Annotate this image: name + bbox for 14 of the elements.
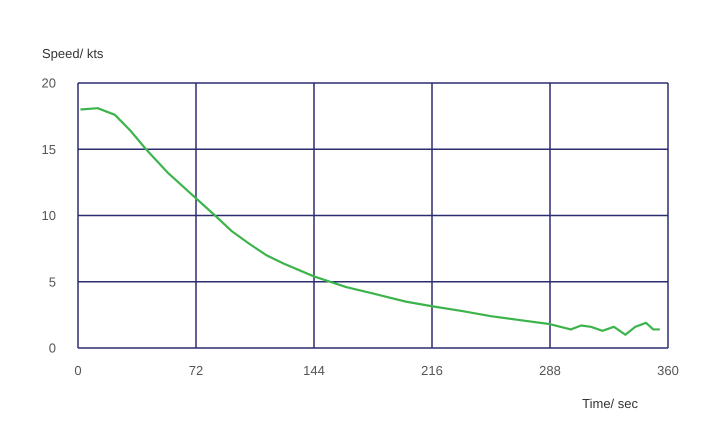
x-tick-label: 72 <box>188 363 204 378</box>
x-tick-label: 288 <box>539 363 561 378</box>
y-tick-label: 20 <box>42 76 56 91</box>
line-series <box>79 107 661 336</box>
x-axis-title: Time/ sec <box>582 396 638 411</box>
x-tick-label: 0 <box>74 363 82 378</box>
y-tick-label: 10 <box>42 208 56 224</box>
x-tick-label: 216 <box>421 363 443 378</box>
x-tick-label: 144 <box>303 363 325 378</box>
y-axis-title: Speed/ kts <box>42 46 104 61</box>
y-tick-label: 0 <box>48 340 56 356</box>
y-tick-label: 15 <box>42 142 56 157</box>
x-tick-label: 360 <box>657 363 679 378</box>
y-tick-label: 5 <box>48 274 56 290</box>
